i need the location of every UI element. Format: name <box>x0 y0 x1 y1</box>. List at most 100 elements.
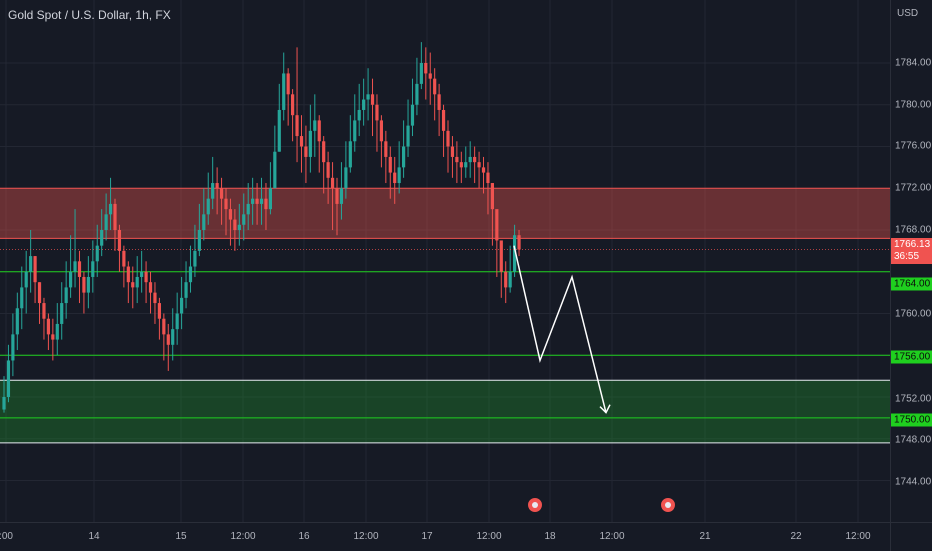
price-chart[interactable] <box>0 0 890 522</box>
candle-body <box>215 183 219 189</box>
support-zone <box>0 380 890 443</box>
time-tick: 21 <box>699 531 711 542</box>
candle-body <box>148 282 153 293</box>
candle-body <box>508 271 512 288</box>
candle-body <box>486 172 490 184</box>
candle-body <box>51 334 55 340</box>
candle-body <box>60 303 64 324</box>
price-tick: 1768.00 <box>895 224 932 236</box>
candle-body <box>188 266 193 283</box>
candle-body <box>268 188 272 210</box>
current-price-label: 1766.13 36:55 <box>891 238 932 264</box>
candle-body <box>180 297 184 314</box>
candle-body <box>473 156 477 163</box>
candle-body <box>344 167 348 189</box>
time-tick: 12:00 <box>353 531 379 542</box>
candle-body <box>464 162 468 168</box>
price-tick: 1744.00 <box>895 476 932 488</box>
candle-body <box>242 214 246 225</box>
candle-body <box>291 94 295 116</box>
candle-body <box>64 287 68 304</box>
time-tick: 22 <box>790 531 802 542</box>
candle-body <box>144 271 148 283</box>
candle-body <box>459 162 463 168</box>
candle-body <box>6 360 11 397</box>
time-tick: 15 <box>175 531 187 542</box>
candle-body <box>113 203 117 230</box>
candle-body <box>313 120 317 131</box>
candle-body <box>171 329 175 345</box>
candle-body <box>175 313 179 330</box>
candle-body <box>69 271 73 288</box>
candle-body <box>477 162 481 168</box>
candle-body <box>193 250 197 267</box>
us-flag-icon[interactable] <box>528 498 542 512</box>
candle-body <box>77 261 82 277</box>
current-price-value: 1766.13 <box>894 239 931 250</box>
candle-body <box>126 266 130 283</box>
candle-body <box>437 94 441 110</box>
candle-body <box>517 235 521 250</box>
candle-body <box>162 318 166 335</box>
candle-body <box>37 282 42 304</box>
candle-body <box>153 292 157 304</box>
candle-body <box>384 141 388 157</box>
currency-label: USD <box>897 8 919 19</box>
level-label-1764: 1764.00 <box>891 277 932 291</box>
time-tick: 12:00 <box>845 531 871 542</box>
price-tick: 1752.00 <box>895 393 932 405</box>
candle-body <box>339 188 344 204</box>
candle-body <box>264 198 268 210</box>
candle-body <box>233 219 237 230</box>
candle-body <box>197 230 201 251</box>
candle-body <box>393 172 397 184</box>
time-tick: 18 <box>544 531 556 542</box>
candle-body <box>2 397 6 410</box>
axis-corner <box>890 522 932 551</box>
candle-body <box>259 198 264 204</box>
candle-body <box>375 104 379 121</box>
candle-body <box>29 256 33 272</box>
level-label-1756: 1756.00 <box>891 350 932 364</box>
candle-body <box>481 167 486 173</box>
candle-body <box>255 198 259 204</box>
candle-body <box>388 156 392 173</box>
candle-body <box>495 209 499 241</box>
candle-body <box>379 120 383 142</box>
candle-body <box>304 146 308 157</box>
candle-body <box>100 230 104 246</box>
candle-countdown: 36:55 <box>894 251 920 262</box>
candle-body <box>219 188 224 199</box>
candle-body <box>490 183 494 210</box>
candle-body <box>415 83 419 105</box>
price-tick: 1776.00 <box>895 140 932 152</box>
time-tick: 12:00 <box>230 531 256 542</box>
candle-body <box>299 136 304 147</box>
us-flag-icon[interactable] <box>661 498 675 512</box>
candle-body <box>135 276 139 288</box>
candle-body <box>251 198 255 204</box>
time-tick: 16 <box>298 531 310 542</box>
chart-area[interactable]: Gold Spot / U.S. Dollar, 1h, FX <box>0 0 890 522</box>
projection-path <box>513 245 607 413</box>
candle-body <box>455 156 459 163</box>
price-axis[interactable]: USD 1784.00 1780.00 1776.00 1772.00 1768… <box>890 0 932 550</box>
time-axis[interactable]: :00 14 15 12:00 16 12:00 17 12:00 18 12:… <box>0 522 890 551</box>
candle-body <box>273 151 277 189</box>
price-tick: 1784.00 <box>895 57 932 69</box>
candle-body <box>433 78 437 95</box>
candle-body <box>326 162 330 178</box>
candle-body <box>353 120 357 142</box>
candle-body <box>108 203 113 215</box>
candle-body <box>166 334 170 345</box>
candle-body <box>308 130 312 157</box>
symbol-title[interactable]: Gold Spot / U.S. Dollar, 1h, FX <box>8 8 171 22</box>
candle-body <box>362 99 366 110</box>
time-tick: 17 <box>421 531 433 542</box>
candle-body <box>86 276 90 293</box>
candle-body <box>330 177 335 189</box>
candle-body <box>104 214 108 230</box>
candle-body <box>282 73 286 110</box>
candle-body <box>157 303 161 319</box>
time-tick: 12:00 <box>599 531 625 542</box>
